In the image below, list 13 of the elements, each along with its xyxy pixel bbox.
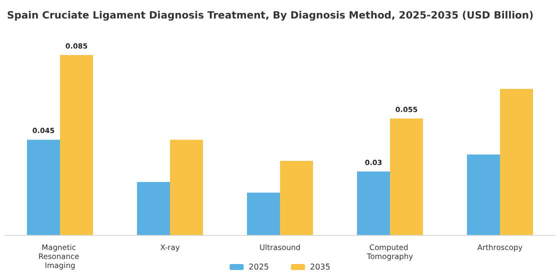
legend-label: 2025 bbox=[248, 262, 269, 272]
bar bbox=[137, 182, 170, 235]
bar bbox=[390, 118, 423, 235]
legend-label: 2035 bbox=[310, 262, 330, 272]
bar bbox=[27, 140, 60, 235]
bar bbox=[280, 160, 313, 235]
bar bbox=[170, 140, 203, 235]
bar bbox=[247, 192, 280, 235]
bar bbox=[60, 55, 93, 235]
bar bbox=[467, 154, 500, 235]
chart-title: Spain Cruciate Ligament Diagnosis Treatment, By Diagnosis Method, 2025-2035 (USD Billion) bbox=[7, 10, 534, 22]
bar bbox=[500, 88, 533, 235]
bar bbox=[357, 171, 390, 235]
